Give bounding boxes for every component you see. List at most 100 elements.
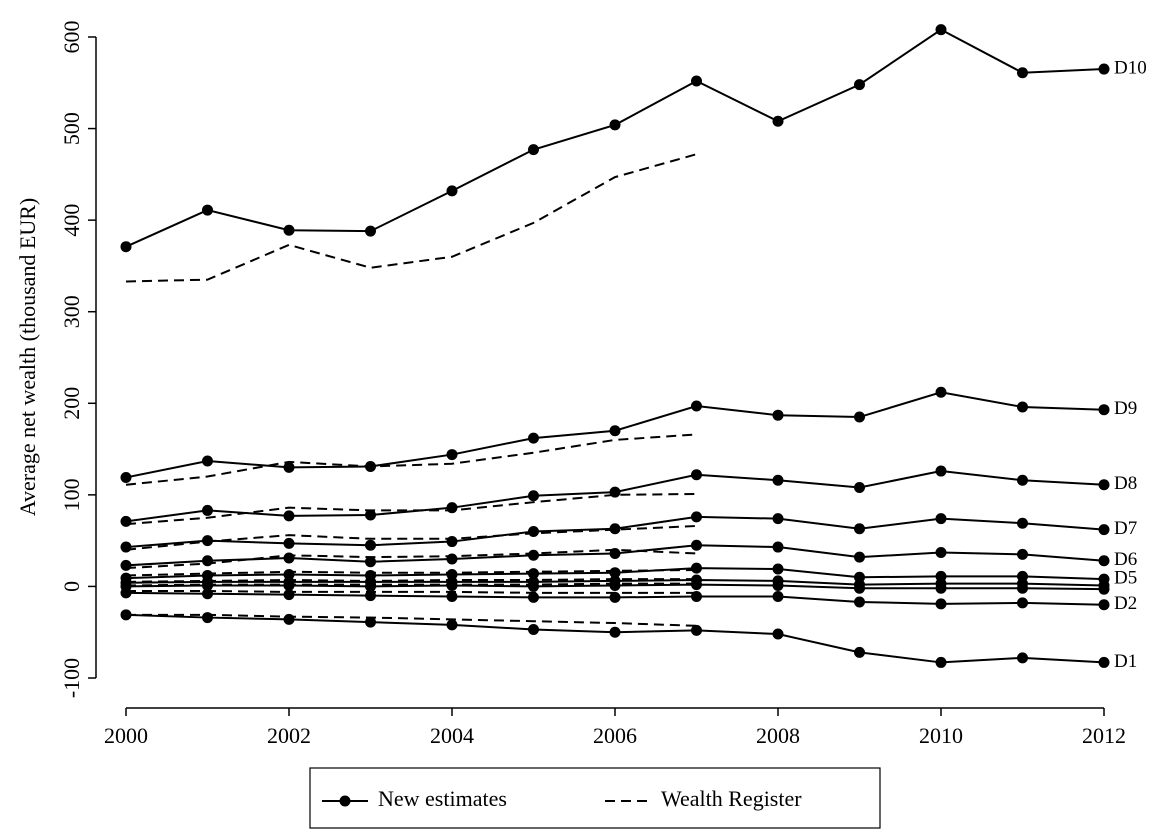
y-tick-label: 300 (59, 295, 84, 328)
data-point (854, 411, 865, 423)
data-point (446, 553, 458, 565)
x-tick-label: 2008 (756, 723, 800, 748)
data-point (935, 547, 947, 559)
data-point (935, 656, 947, 668)
data-point (120, 587, 132, 599)
data-point (365, 556, 376, 568)
y-tick-label: -100 (59, 658, 84, 698)
data-point (202, 612, 213, 624)
x-tick-label: 2012 (1082, 723, 1126, 748)
series-line (125, 28, 1105, 248)
data-point (772, 115, 784, 127)
data-point (1098, 63, 1110, 75)
data-point (609, 119, 621, 131)
data-point (609, 425, 621, 437)
data-point (365, 509, 376, 521)
series-line (125, 613, 1105, 664)
data-point (283, 510, 295, 522)
data-point (772, 563, 784, 575)
data-point (202, 204, 213, 216)
line-label: D9 (1114, 398, 1137, 419)
data-point (609, 523, 621, 535)
data-point (691, 75, 702, 87)
data-point (854, 551, 865, 563)
data-point (283, 589, 295, 601)
data-point (772, 513, 784, 525)
data-point (1017, 582, 1028, 594)
data-point (120, 515, 132, 527)
data-point (365, 225, 376, 237)
data-point (120, 471, 132, 483)
data-point (446, 502, 458, 514)
y-tick-label: 0 (59, 581, 84, 592)
data-point (772, 409, 784, 421)
data-point (609, 626, 621, 638)
data-point (202, 455, 213, 467)
data-point (1017, 652, 1028, 664)
data-point (1098, 479, 1110, 491)
legend (309, 767, 881, 829)
line-label: D10 (1114, 57, 1147, 78)
data-point (691, 400, 702, 412)
data-point (1098, 404, 1110, 416)
data-point (1098, 656, 1110, 668)
data-point (854, 582, 865, 594)
data-point (120, 559, 132, 571)
data-point (202, 588, 213, 600)
data-point (1017, 548, 1028, 560)
data-point (1017, 517, 1028, 529)
data-point (935, 582, 947, 594)
line-label: D8 (1114, 473, 1137, 494)
data-point (528, 623, 539, 635)
data-point (1098, 524, 1110, 536)
data-point (854, 646, 865, 658)
y-tick-label: 100 (59, 478, 84, 511)
data-point (854, 79, 865, 91)
data-point (528, 525, 539, 537)
x-tick-label: 2006 (593, 723, 637, 748)
data-point (1098, 599, 1110, 611)
data-point (935, 598, 947, 610)
data-point (609, 580, 621, 592)
data-point (691, 469, 702, 481)
data-point (528, 591, 539, 603)
legend-label: Wealth Register (661, 786, 802, 811)
data-point (772, 628, 784, 640)
data-point (854, 523, 865, 535)
data-point (365, 539, 376, 551)
data-point (528, 144, 539, 156)
data-point (446, 591, 458, 603)
data-point (691, 539, 702, 551)
x-tick-label: 2004 (430, 723, 474, 748)
data-point (772, 580, 784, 592)
data-point (283, 461, 295, 473)
x-tick-label: 2002 (267, 723, 311, 748)
data-point (528, 549, 539, 561)
data-point (854, 596, 865, 608)
data-point (772, 474, 784, 486)
data-point (935, 24, 947, 36)
line-label: D7 (1114, 518, 1137, 539)
y-tick-label: 500 (59, 112, 84, 145)
y-tick-label: 200 (59, 387, 84, 420)
data-point (691, 624, 702, 636)
data-point (283, 224, 295, 236)
data-point (120, 541, 132, 553)
y-tick-label: 400 (59, 204, 84, 237)
data-point (935, 386, 947, 398)
line-label: D5 (1114, 567, 1137, 588)
data-point (935, 465, 947, 477)
y-axis-title: Average net wealth (thousand EUR) (15, 198, 40, 516)
data-point (446, 185, 458, 197)
data-point (691, 511, 702, 523)
data-point (120, 241, 132, 253)
data-point (1098, 583, 1110, 595)
data-point (691, 562, 702, 574)
line-label: D6 (1114, 549, 1137, 570)
data-point (609, 591, 621, 603)
legend-label: New estimates (378, 786, 507, 811)
data-point (446, 449, 458, 461)
data-point (528, 580, 539, 592)
data-point (1017, 474, 1028, 486)
